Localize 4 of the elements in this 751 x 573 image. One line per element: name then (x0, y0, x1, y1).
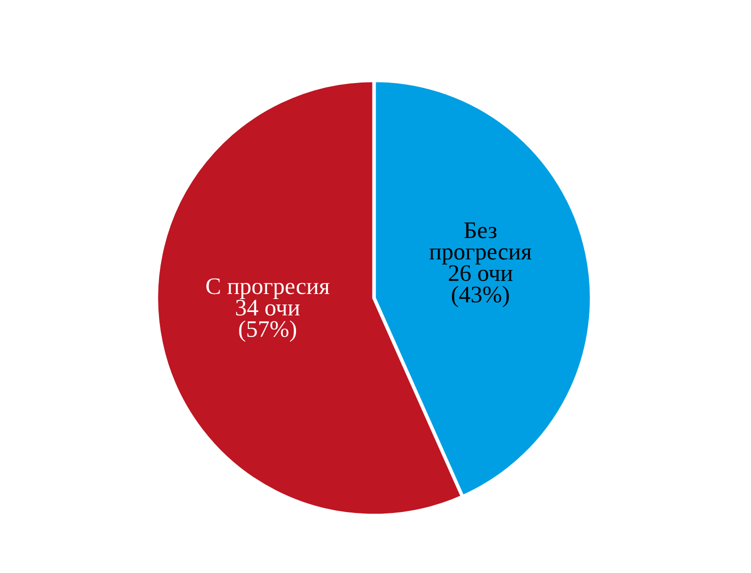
data-label: 26 очи (43%) (448, 265, 512, 308)
slice-label: Без прогресия (429, 222, 532, 264)
data-label: 34 очи (57%) (236, 300, 300, 342)
slice-label: С прогресия (206, 278, 330, 299)
